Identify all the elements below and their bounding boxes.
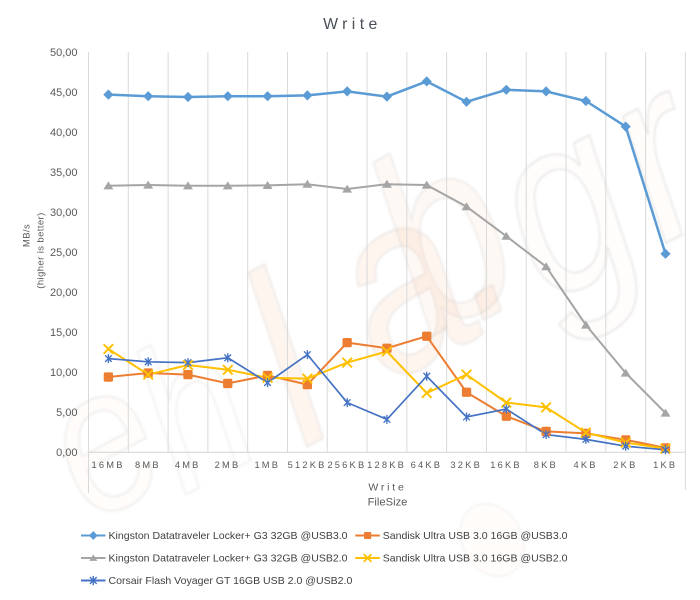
svg-text:4MB: 4MB — [175, 460, 201, 470]
svg-text:2MB: 2MB — [215, 460, 241, 470]
svg-text:45,00: 45,00 — [50, 87, 78, 99]
svg-text:Write: Write — [323, 16, 382, 33]
svg-text:8KB: 8KB — [534, 460, 558, 470]
svg-text:50,00: 50,00 — [50, 47, 78, 59]
svg-text:0,00: 0,00 — [56, 447, 77, 459]
svg-text:Sandisk Ultra USB 3.0 16GB @US: Sandisk Ultra USB 3.0 16GB @USB2.0 — [383, 553, 568, 565]
svg-text:16KB: 16KB — [490, 460, 522, 470]
svg-text:Kingston Datatraveler Locker+: Kingston Datatraveler Locker+ G3 32GB @U… — [109, 530, 348, 542]
svg-text:2KB: 2KB — [613, 460, 637, 470]
svg-text:1KB: 1KB — [653, 460, 677, 470]
svg-text:20,00: 20,00 — [50, 287, 78, 299]
svg-text:128KB: 128KB — [367, 460, 406, 470]
svg-text:Kingston Datatraveler Locker+: Kingston Datatraveler Locker+ G3 32GB @U… — [109, 553, 348, 565]
svg-text:Corsair Flash Voyager GT 16GB: Corsair Flash Voyager GT 16GB USB 2.0 @U… — [109, 575, 353, 587]
svg-text:15,00: 15,00 — [50, 327, 78, 339]
svg-text:256KB: 256KB — [327, 460, 366, 470]
svg-text:FileSize: FileSize — [368, 497, 408, 509]
svg-text:(higher is better): (higher is better) — [36, 212, 47, 288]
svg-text:512KB: 512KB — [288, 460, 327, 470]
svg-text:8MB: 8MB — [135, 460, 161, 470]
svg-text:Write: Write — [368, 482, 406, 494]
svg-text:64KB: 64KB — [411, 460, 443, 470]
svg-text:35,00: 35,00 — [50, 167, 78, 179]
svg-text:Sandisk Ultra USB 3.0 16GB @US: Sandisk Ultra USB 3.0 16GB @USB3.0 — [383, 530, 568, 542]
svg-text:10,00: 10,00 — [50, 367, 78, 379]
svg-text:25,00: 25,00 — [50, 247, 78, 259]
svg-text:32KB: 32KB — [450, 460, 482, 470]
svg-text:16MB: 16MB — [92, 460, 125, 470]
svg-text:1MB: 1MB — [254, 460, 280, 470]
svg-text:5,00: 5,00 — [56, 407, 77, 419]
svg-text:30,00: 30,00 — [50, 207, 78, 219]
svg-text:40,00: 40,00 — [50, 127, 78, 139]
svg-text:MB/s: MB/s — [22, 224, 33, 247]
svg-text:4KB: 4KB — [574, 460, 598, 470]
